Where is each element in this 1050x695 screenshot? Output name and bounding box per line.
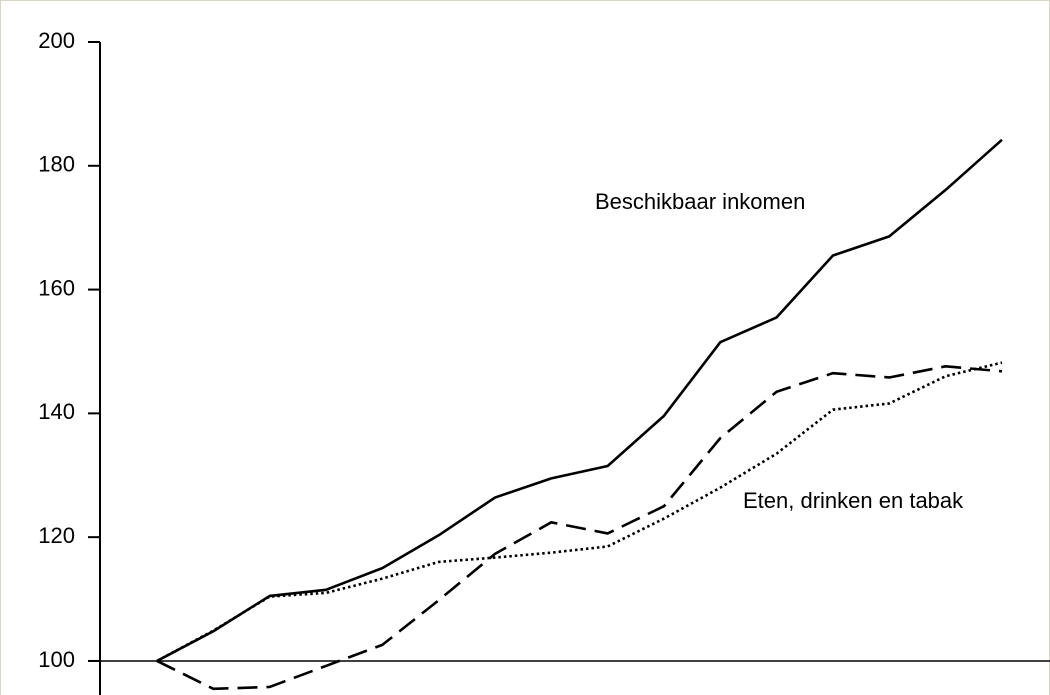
line-series — [156, 138, 1003, 663]
annotation: Eten, drinken en tabak — [743, 488, 964, 513]
y-tick-label: 180 — [38, 152, 75, 177]
y-tick-label: 120 — [38, 523, 75, 548]
y-tick-label: 100 — [38, 647, 75, 672]
line-series — [156, 365, 1003, 691]
y-tick-label: 160 — [38, 275, 75, 300]
annotation: Beschikbaar inkomen — [595, 189, 805, 214]
line-series — [156, 361, 1003, 663]
y-tick-label: 200 — [38, 28, 75, 53]
y-tick-label: 140 — [38, 399, 75, 424]
